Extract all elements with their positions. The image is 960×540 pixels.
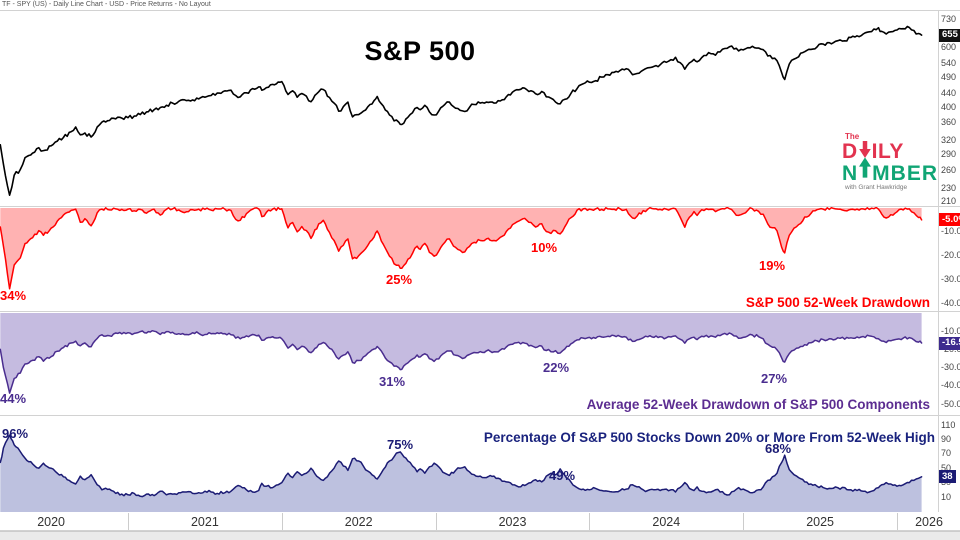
- year-tick: [743, 513, 745, 530]
- year-label: 2024: [652, 515, 681, 529]
- y-axis-label: 10: [941, 491, 952, 502]
- value-annotation: 31%: [378, 374, 406, 389]
- window-titlebar: TF - SPY (US) - Daily Line Chart - USD -…: [2, 1, 211, 8]
- logo-number-n: N: [842, 162, 859, 185]
- avg-drawdown-chart-panel[interactable]: [0, 311, 940, 415]
- value-annotation: 44%: [0, 391, 27, 406]
- up-arrow-icon: [859, 157, 872, 182]
- series-line: [0, 434, 923, 498]
- year-tick: [897, 513, 898, 530]
- logo-daily: D ILY: [842, 141, 948, 162]
- logo-tagline: with Grant Hawkridge: [845, 184, 908, 191]
- x-axis: [0, 512, 960, 531]
- y-axis-label: -20.0%: [941, 250, 960, 260]
- titlebar-divider: [0, 10, 960, 11]
- y-axis-label: -40.0%: [941, 380, 960, 391]
- y-axis-label: 70: [941, 448, 952, 459]
- price-chart-panel[interactable]: [0, 10, 940, 206]
- y-axis-label: 730: [941, 13, 957, 24]
- year-label: 2023: [498, 515, 527, 529]
- y-axis-line: [938, 10, 939, 512]
- year-tick: [281, 513, 283, 530]
- panel-divider: [0, 415, 960, 416]
- x-axis-divider: [0, 530, 960, 531]
- y-axis-label: 360: [941, 117, 957, 128]
- y-axis-label: 540: [941, 57, 957, 68]
- area-fill: [0, 435, 922, 512]
- drawdown-panel-title: S&P 500 52-Week Drawdown: [745, 295, 930, 310]
- area-fill: [0, 207, 922, 289]
- year-label: 2020: [37, 515, 65, 529]
- y-axis-label: 50: [941, 462, 952, 473]
- y-axis-label: 90: [941, 433, 952, 444]
- area-fill: [0, 313, 922, 394]
- value-annotation: 22%: [542, 360, 570, 375]
- daily-number-logo: The D ILY N MBER with Grant Hawkridge: [842, 133, 948, 192]
- logo-the: The: [845, 132, 860, 141]
- current-value-badge: -5.0%: [939, 213, 960, 227]
- value-annotation: 10%: [530, 240, 558, 255]
- y-axis-label: 230: [941, 183, 957, 194]
- year-label: 2026: [915, 515, 943, 529]
- y-axis-label: -50.0%: [941, 398, 960, 409]
- year-label: 2021: [190, 515, 219, 529]
- series-line: [0, 329, 923, 394]
- y-axis-label: 260: [941, 165, 957, 176]
- y-axis-label: 440: [941, 87, 957, 98]
- logo-number: N MBER: [842, 157, 948, 185]
- value-annotation: 25%: [385, 272, 413, 287]
- logo-daily-rest: ILY: [871, 140, 904, 163]
- y-axis-label: -30.0%: [941, 362, 960, 373]
- scrollbar-track[interactable]: [0, 531, 960, 540]
- chart-title: S&P 500: [364, 36, 476, 66]
- year-tick: [128, 513, 129, 530]
- down-arrow-icon: [858, 141, 871, 162]
- value-annotation: 96%: [2, 426, 29, 441]
- year-tick: [435, 513, 437, 530]
- panel-divider: [0, 311, 960, 312]
- value-annotation: 27%: [760, 371, 788, 386]
- current-value-badge: 38: [939, 470, 956, 484]
- y-axis-label: 320: [941, 134, 957, 145]
- y-axis-label: -30.0%: [941, 273, 960, 284]
- y-axis-label: 600: [941, 42, 957, 53]
- value-annotation: 34%: [0, 288, 27, 303]
- y-axis-label: -40.0%: [941, 297, 960, 308]
- y-axis-label: -10.0%: [941, 325, 960, 336]
- value-annotation: 19%: [758, 258, 786, 273]
- series-line: [0, 206, 923, 290]
- y-axis-label: 290: [941, 149, 957, 160]
- y-axis-label: 210: [941, 196, 957, 207]
- series-line: [0, 25, 923, 196]
- y-axis-label: -10.0%: [941, 226, 960, 237]
- logo-daily-d: D: [842, 140, 858, 163]
- value-annotation: 68%: [764, 441, 792, 456]
- year-label: 2025: [806, 515, 834, 529]
- breadth-panel-title: Percentage Of S&P 500 Stocks Down 20% or…: [483, 430, 935, 445]
- y-axis-label: 400: [941, 101, 957, 112]
- value-annotation: 75%: [386, 437, 414, 452]
- current-value-badge: 655: [939, 28, 960, 42]
- logo-number-rest: MBER: [872, 162, 939, 185]
- drawdown-chart-panel[interactable]: [0, 206, 940, 311]
- avg-drawdown-panel-title: Average 52-Week Drawdown of S&P 500 Comp…: [586, 397, 930, 412]
- panel-divider: [0, 206, 960, 207]
- current-value-badge: -16.5%: [939, 336, 960, 350]
- breadth-chart-panel[interactable]: [0, 415, 940, 512]
- year-tick: [589, 513, 591, 530]
- year-label: 2022: [344, 515, 373, 529]
- y-axis-label: 110: [941, 419, 956, 430]
- value-annotation: 49%: [548, 468, 576, 483]
- y-axis-label: 490: [941, 72, 957, 83]
